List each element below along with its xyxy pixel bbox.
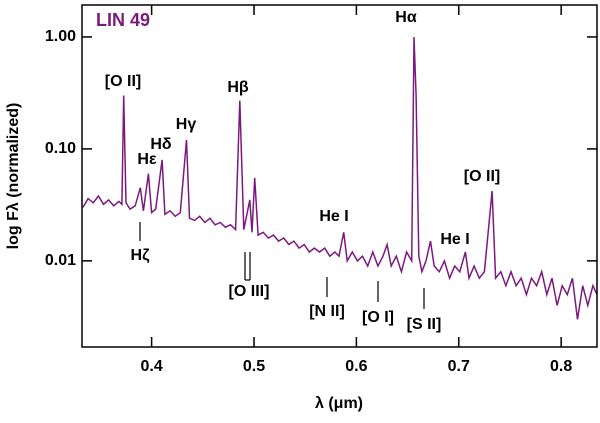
x-tick-label: 0.6 — [345, 358, 367, 375]
x-tick-label: 0.8 — [550, 358, 572, 375]
line-label: He I — [319, 208, 348, 225]
line-label: [O II] — [464, 168, 500, 185]
line-label: He I — [440, 231, 469, 248]
chart-title: LIN 49 — [96, 10, 150, 30]
line-label: [O I] — [362, 309, 394, 326]
y-tick-label: 0.01 — [45, 252, 76, 269]
line-label: Hγ — [176, 116, 197, 133]
spectrum-line — [82, 36, 597, 320]
line-label: [O III] — [229, 283, 270, 300]
line-label: Hζ — [131, 247, 151, 264]
y-tick-label: 0.10 — [45, 140, 76, 157]
y-tick-label: 1.00 — [45, 28, 76, 45]
line-label: Hβ — [227, 79, 249, 96]
line-label: Hα — [395, 9, 417, 26]
y-axis-label: log Fλ (normalized) — [5, 103, 22, 250]
x-tick-label: 0.4 — [140, 358, 162, 375]
line-label: [O II] — [105, 73, 141, 90]
line-label: [N II] — [309, 303, 345, 320]
line-label: Hε — [137, 151, 157, 168]
plot-frame — [81, 4, 598, 348]
x-tick-label: 0.5 — [243, 358, 265, 375]
line-label: [S II] — [407, 316, 442, 333]
line-label: Hδ — [150, 136, 172, 153]
x-axis-label: λ (μm) — [315, 395, 363, 412]
x-tick-label: 0.7 — [448, 358, 470, 375]
